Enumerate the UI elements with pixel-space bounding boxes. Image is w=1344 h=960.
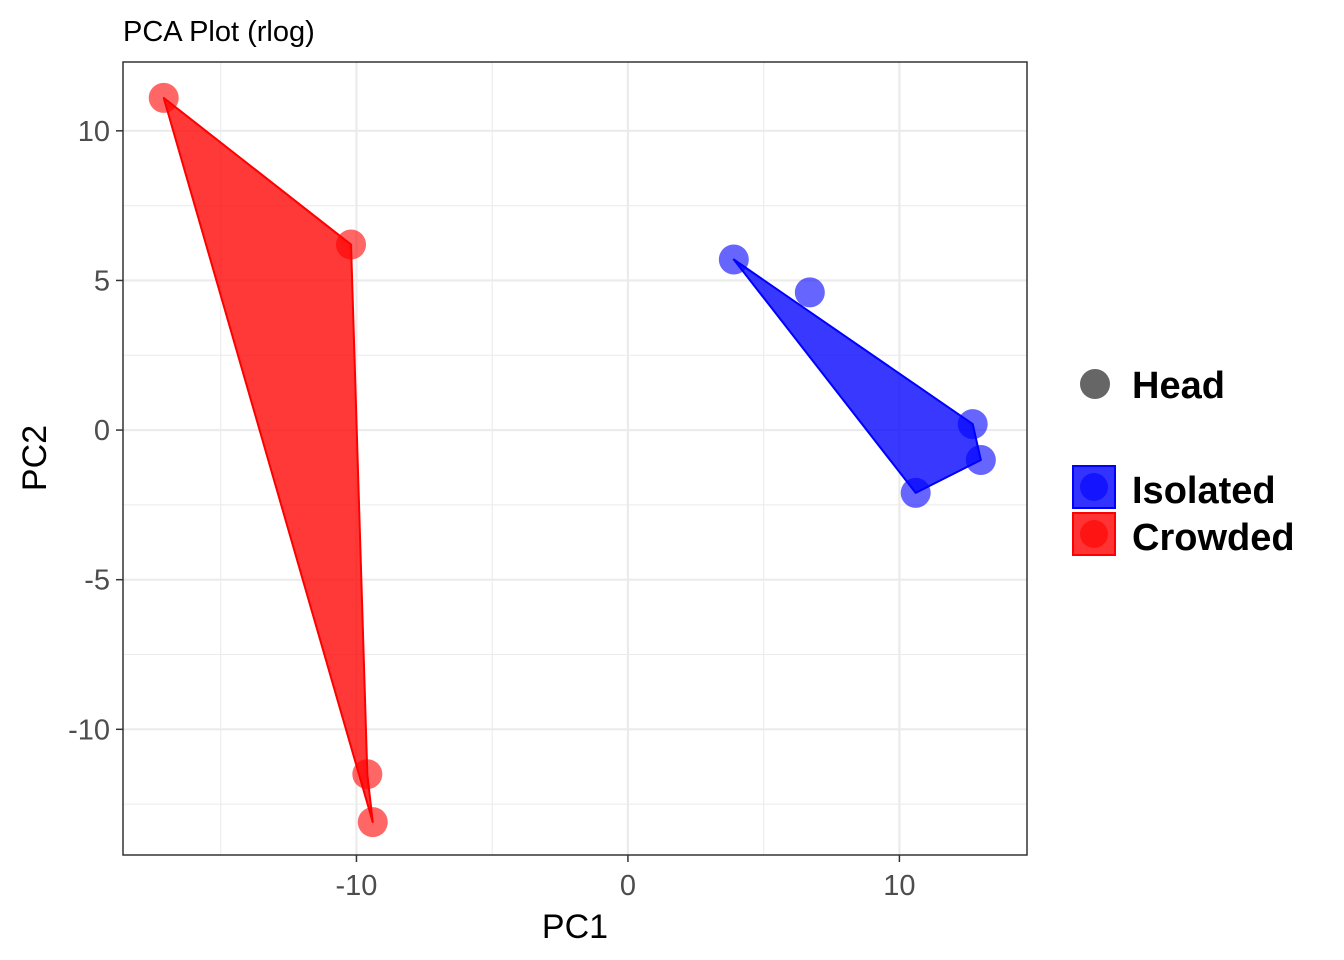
legend-crowded-marker: [1080, 520, 1108, 548]
legend-isolated-marker: [1080, 473, 1108, 501]
y-tick-label: -5: [84, 565, 110, 597]
data-points: [148, 82, 996, 838]
legend-isolated-label: Isolated: [1132, 470, 1276, 512]
y-axis-title: PC2: [16, 425, 54, 491]
axis-ticks: -10 0 10 -10 -5 0 5 10: [68, 116, 915, 902]
legend-crowded-label: Crowded: [1132, 517, 1295, 559]
legend: Head Isolated Crowded: [1072, 365, 1295, 559]
crowded-hull: [162, 96, 374, 824]
legend-head-label: Head: [1132, 365, 1225, 407]
legend-head-marker: [1080, 369, 1110, 399]
hull-polygons: [162, 96, 982, 824]
isolated-point-3: [957, 409, 988, 440]
y-tick-label: -10: [68, 714, 110, 746]
y-tick-label: 5: [94, 265, 110, 297]
isolated-point-2: [794, 277, 825, 308]
crowded-point-2: [336, 229, 367, 260]
x-tick-label: 0: [620, 870, 636, 902]
isolated-hull: [732, 258, 982, 494]
x-tick-label: 10: [883, 870, 915, 902]
crowded-point-4: [357, 807, 388, 838]
isolated-point-1: [718, 244, 749, 275]
crowded-point-3: [352, 759, 383, 790]
x-axis-title: PC1: [542, 908, 608, 946]
chart-title: PCA Plot (rlog): [123, 16, 315, 48]
y-tick-label: 10: [78, 116, 110, 148]
isolated-point-4: [965, 444, 996, 475]
y-tick-label: 0: [94, 415, 110, 447]
plot-panel-border: [122, 61, 1028, 856]
x-tick-label: -10: [336, 870, 378, 902]
isolated-point-5: [900, 477, 931, 508]
crowded-point-1: [148, 82, 179, 113]
